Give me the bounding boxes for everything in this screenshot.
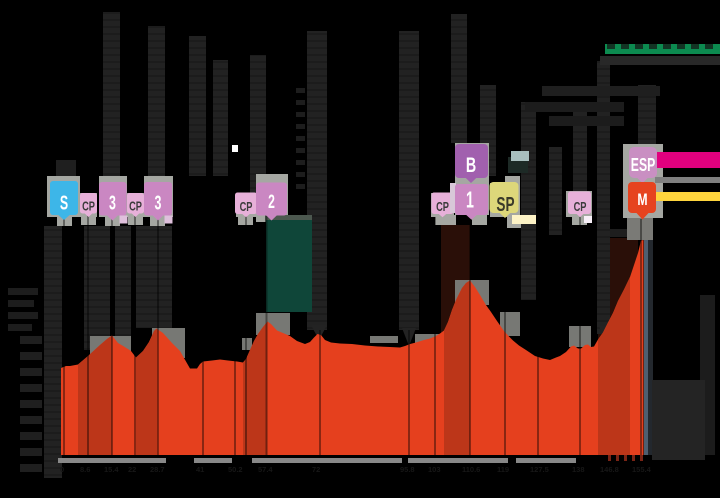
svg-text:3: 3 (109, 191, 116, 214)
svg-text:138: 138 (572, 465, 585, 474)
svg-text:S: S (60, 191, 68, 214)
svg-text:ESP: ESP (631, 156, 655, 176)
svg-text:CP: CP (82, 200, 95, 214)
svg-text:72: 72 (312, 465, 320, 474)
svg-text:155.4: 155.4 (632, 465, 652, 474)
svg-text:119: 119 (497, 465, 509, 474)
svg-text:127.5: 127.5 (530, 465, 549, 474)
svg-text:CP: CP (129, 200, 142, 214)
svg-text:B: B (466, 153, 476, 176)
svg-text:103: 103 (428, 465, 441, 474)
svg-text:1: 1 (466, 188, 474, 213)
svg-text:CP: CP (574, 201, 587, 215)
svg-text:110.6: 110.6 (462, 465, 480, 474)
svg-text:8.6: 8.6 (80, 465, 90, 474)
svg-text:CP: CP (240, 201, 253, 215)
svg-text:95.8: 95.8 (400, 465, 415, 474)
svg-text:SP: SP (496, 193, 514, 215)
svg-text:146.8: 146.8 (600, 465, 619, 474)
svg-text:28.7: 28.7 (150, 465, 165, 474)
svg-text:22: 22 (128, 465, 136, 474)
svg-text:2: 2 (268, 193, 275, 213)
svg-text:15.4: 15.4 (104, 465, 119, 474)
svg-text:CP: CP (436, 201, 449, 215)
svg-text:50.2: 50.2 (228, 465, 243, 474)
svg-text:41: 41 (196, 465, 204, 474)
svg-text:M: M (637, 191, 647, 209)
svg-text:57.4: 57.4 (258, 465, 273, 474)
svg-text:0: 0 (60, 465, 64, 474)
svg-text:3: 3 (155, 191, 162, 214)
